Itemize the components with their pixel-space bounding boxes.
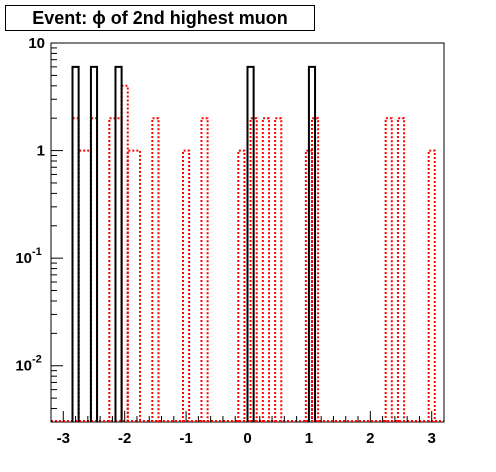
histogram-bin	[182, 149, 191, 422]
histogram-bin	[200, 117, 209, 422]
histogram-bin	[384, 117, 393, 422]
histogram-bin	[246, 65, 255, 422]
x-tick-label: 0	[243, 430, 251, 447]
histogram-bin	[71, 65, 80, 422]
histogram-bin	[114, 65, 123, 422]
y-tick-label: 10	[15, 358, 32, 375]
y-tick-label: 10	[15, 250, 32, 267]
x-tick-label: 3	[428, 430, 436, 447]
histogram-bin	[89, 65, 99, 422]
histogram-bin	[151, 117, 160, 422]
histogram-bin	[310, 117, 320, 422]
x-tick-label: -1	[179, 430, 192, 447]
histogram-bin	[427, 149, 436, 422]
y-tick-exponent: -1	[32, 246, 42, 258]
histogram-bin	[261, 117, 270, 422]
histogram-bin	[126, 149, 142, 422]
x-tick-label: -2	[118, 430, 131, 447]
histogram-bin	[396, 117, 406, 422]
y-tick-label: 10	[28, 35, 45, 52]
histogram-bin	[307, 65, 317, 422]
histogram-bin	[249, 117, 258, 422]
y-tick-label: 1	[37, 143, 45, 160]
histogram-bin	[274, 117, 283, 422]
histogram-bin	[77, 149, 92, 422]
x-tick-label: -3	[57, 430, 70, 447]
histogram-bin	[304, 149, 313, 422]
histogram-bin	[237, 149, 246, 422]
series-0	[71, 65, 317, 422]
x-tick-label: 1	[305, 430, 313, 447]
chart-title: Event: ϕ of 2nd highest muon	[5, 5, 315, 31]
y-tick-exponent: -2	[32, 354, 42, 366]
x-tick-label: 2	[366, 430, 374, 447]
series-layer	[51, 65, 444, 422]
